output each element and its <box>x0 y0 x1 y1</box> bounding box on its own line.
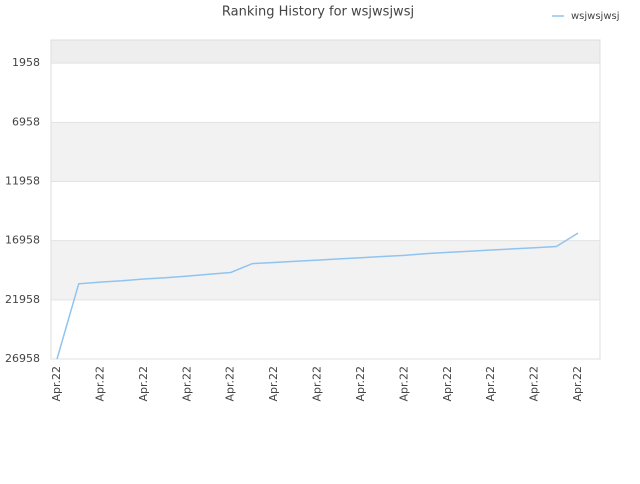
y-tick-label: 11958 <box>5 175 40 188</box>
x-tick-label: Apr.22 <box>267 366 280 402</box>
y-tick-label: 16958 <box>5 234 40 247</box>
x-tick-label: Apr.22 <box>354 366 367 402</box>
x-tick-label: Apr.22 <box>137 366 150 402</box>
x-tick-label: Apr.22 <box>224 366 237 402</box>
legend-label: wsjwsjwsj <box>571 11 620 22</box>
plot-band <box>51 40 600 64</box>
series-line <box>56 232 579 360</box>
x-tick-label: Apr.22 <box>93 366 106 402</box>
plot-band <box>51 299 600 359</box>
y-tick-label: 6958 <box>12 115 40 128</box>
x-tick-label: Apr.22 <box>484 366 497 402</box>
x-tick-label: Apr.22 <box>528 366 541 402</box>
x-tick-label: Apr.22 <box>50 366 63 402</box>
x-tick-label: Apr.22 <box>397 366 410 402</box>
y-tick-label: 26958 <box>5 352 40 365</box>
x-tick-label: Apr.22 <box>571 366 584 402</box>
x-tick-label: Apr.22 <box>311 366 324 402</box>
plot-band <box>51 181 600 241</box>
y-tick-label: 21958 <box>5 293 40 306</box>
plot-band <box>51 122 600 182</box>
x-tick-label: Apr.22 <box>441 366 454 402</box>
plot-band <box>51 63 600 123</box>
y-tick-label: 1958 <box>12 56 40 69</box>
chart-title: Ranking History for wsjwsjwsj <box>222 5 414 20</box>
plot-band <box>51 240 600 300</box>
x-tick-label: Apr.22 <box>180 366 193 402</box>
